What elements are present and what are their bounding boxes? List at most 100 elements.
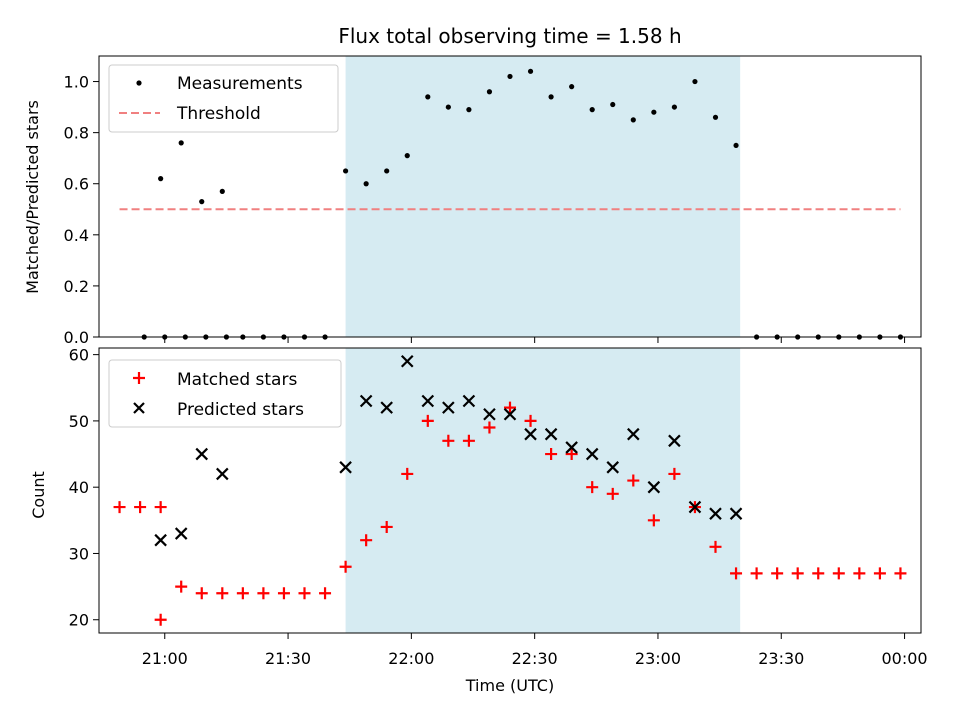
bottom-series0-point-19 (483, 421, 496, 434)
top-x-axis-ticks (164, 337, 906, 343)
bottom-series0-point-28 (668, 467, 681, 480)
bottom-axes-frame (98, 347, 922, 634)
bottom-xtick-label-5: 23:30 (758, 649, 804, 668)
bottom-legend: Matched stars Predicted stars (108, 359, 342, 428)
top-series0-point-18 (425, 94, 431, 100)
bottom-series0-point-39 (894, 567, 907, 580)
bottom-series1-point-8 (421, 394, 435, 408)
bottom-series0-point-3 (154, 613, 167, 626)
bottom-xtick-label-4: 23:00 (635, 649, 681, 668)
bottom-series0-point-35 (812, 567, 825, 580)
bottom-series1-point-9 (442, 401, 455, 414)
bottom-xtick-label-2: 22:00 (388, 649, 434, 668)
top-series0-point-5 (158, 176, 164, 182)
bottom-series1-point-4 (339, 461, 352, 474)
bottom-series1-point-20 (668, 434, 681, 448)
top-series0-point-25 (569, 84, 575, 90)
legend-measurements-marker (136, 80, 142, 86)
bottom-series0-point-21 (524, 414, 537, 427)
bottom-ytick-label-4: 60 (69, 346, 89, 365)
bottom-series1-point-3 (216, 467, 229, 481)
bottom-series0-point-2 (154, 501, 167, 514)
bottom-series1-point-18 (627, 427, 640, 441)
bottom-ytick-label-1: 30 (69, 544, 89, 563)
top-y-axis-ticks: 0.0 0.2 0.4 0.6 0.8 1.0 (64, 73, 99, 347)
bottom-legend-box (108, 359, 342, 428)
bottom-series0-point-26 (627, 474, 640, 487)
bottom-y-axis-label: Count (29, 471, 48, 519)
top-ytick-label-3: 0.6 (64, 175, 89, 194)
bottom-series0-point-10 (298, 587, 311, 600)
bottom-series0-point-18 (462, 434, 475, 447)
bottom-series0-point-38 (873, 567, 886, 580)
legend-matched-label: Matched stars (177, 370, 297, 390)
bottom-x-axis-label: Time (UTC) (465, 676, 554, 695)
bottom-xtick-label-3: 22:30 (512, 649, 558, 668)
bottom-observing-span (345, 348, 741, 633)
bottom-series1-point-15 (565, 441, 578, 454)
bottom-series1-point-0 (154, 533, 167, 547)
bottom-series0-point-8 (257, 587, 270, 600)
bottom-series0-point-34 (791, 567, 804, 580)
top-legend: Measurements Threshold (108, 64, 339, 133)
top-series0-point-30 (671, 104, 678, 110)
bottom-series1-point-2 (195, 447, 209, 461)
bottom-series0-point-36 (832, 567, 845, 580)
bottom-series0-point-23 (565, 448, 578, 461)
top-y-axis-label: Matched/Predicted stars (23, 100, 42, 294)
bottom-series0-point-7 (236, 587, 249, 600)
bottom-series0-point-24 (586, 481, 599, 494)
top-axes-frame (98, 55, 922, 338)
bottom-span-rect (345, 348, 741, 633)
top-series0-point-32 (712, 114, 719, 120)
bottom-series0-point-25 (606, 487, 619, 500)
bottom-series1-point-21 (688, 500, 702, 514)
top-ytick-label-2: 0.4 (64, 226, 89, 245)
bottom-series0-point-16 (421, 414, 434, 427)
top-observing-span (345, 56, 741, 337)
bottom-series0-point-5 (195, 587, 208, 600)
top-series0-point-27 (610, 101, 616, 108)
bottom-xtick-label-6: 00:00 (882, 649, 928, 668)
bottom-series0-point-37 (853, 567, 866, 580)
top-series0-point-7 (199, 199, 205, 205)
bottom-series1-point-11 (483, 408, 496, 421)
bottom-xtick-label-0: 21:00 (142, 649, 188, 668)
legend-predicted-label: Predicted stars (177, 400, 304, 420)
bottom-series1-point-10 (462, 394, 476, 408)
top-series0-point-14 (343, 168, 349, 174)
bottom-series1-point-7 (400, 354, 414, 368)
bottom-series1-point-6 (380, 401, 393, 414)
top-series0-point-20 (466, 107, 472, 113)
bottom-ytick-label-3: 50 (69, 412, 89, 431)
bottom-series1-point-13 (524, 427, 537, 441)
bottom-series1-point-22 (709, 507, 722, 520)
bottom-panel: 20 30 40 50 60 21:00 21:30 22:00 22:30 23:00 23:3… (29, 346, 928, 695)
bottom-plot-series (113, 354, 907, 626)
legend-predicted-marker (133, 402, 145, 414)
bottom-series0-point-11 (319, 587, 332, 600)
legend-threshold-label: Threshold (176, 104, 261, 124)
bottom-series1-point-17 (606, 461, 620, 474)
top-series0-point-16 (384, 168, 390, 174)
bottom-series1-point-1 (174, 527, 188, 540)
top-series0-point-8 (219, 188, 225, 194)
bottom-series0-point-22 (545, 448, 558, 461)
bottom-series0-point-20 (504, 401, 516, 414)
top-panel: 0.0 0.2 0.4 0.6 0.8 1.0 Flux total observing … (23, 24, 922, 347)
bottom-series0-point-12 (339, 560, 352, 573)
top-series0-point-17 (404, 153, 410, 159)
bottom-series1-point-5 (359, 394, 373, 408)
top-series0-point-31 (692, 78, 698, 85)
top-ytick-label-5: 1.0 (64, 73, 89, 92)
bottom-series1-point-23 (729, 507, 743, 520)
top-series0-point-23 (527, 68, 534, 74)
bottom-series0-point-32 (750, 567, 763, 580)
bottom-series0-point-13 (360, 534, 373, 547)
bottom-series0-point-15 (401, 467, 414, 480)
top-series0-point-26 (589, 107, 595, 113)
bottom-series0-point-30 (709, 540, 722, 553)
bottom-ytick-label-2: 40 (69, 478, 89, 497)
bottom-series0-point-33 (771, 567, 784, 580)
